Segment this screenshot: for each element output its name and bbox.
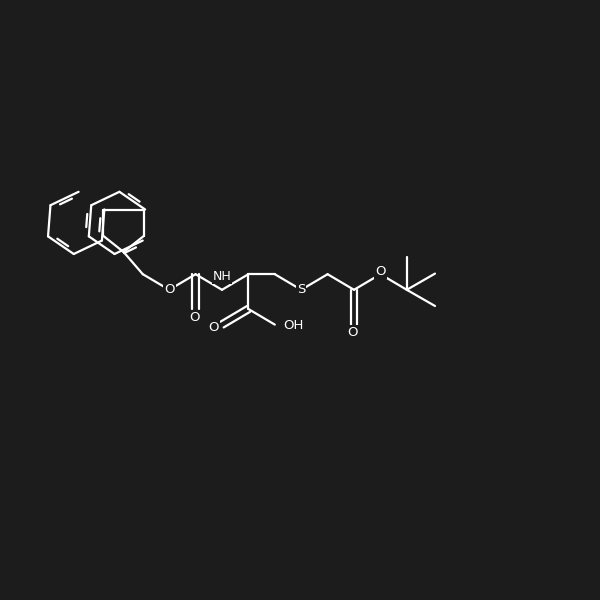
Text: O: O (164, 283, 175, 296)
Text: O: O (208, 321, 219, 334)
Text: O: O (347, 326, 358, 340)
Text: O: O (375, 265, 386, 278)
Text: OH: OH (283, 319, 304, 332)
Text: S: S (297, 283, 305, 296)
Text: NH: NH (212, 270, 232, 283)
Text: O: O (189, 311, 200, 324)
